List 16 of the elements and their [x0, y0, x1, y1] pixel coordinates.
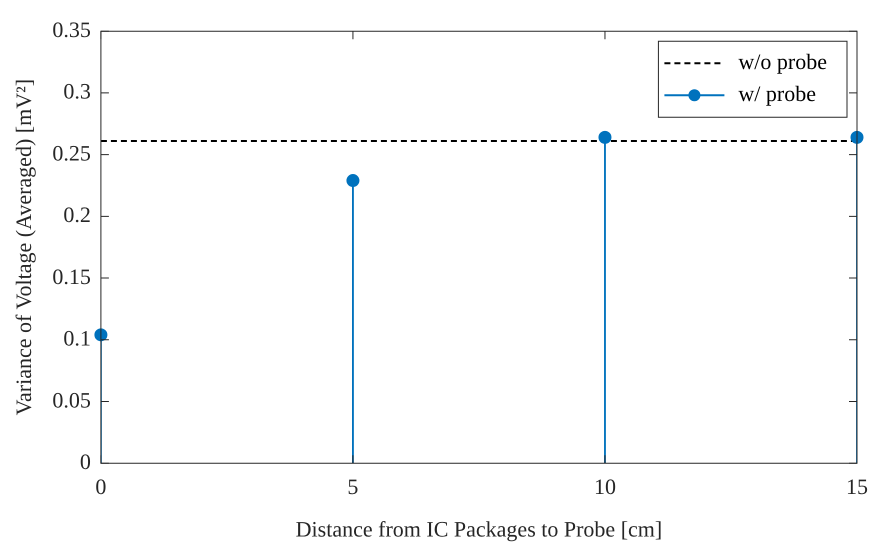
y-tick-label: 0.05 — [52, 387, 91, 412]
y-tick-label: 0.15 — [52, 264, 91, 289]
y-tick-label: 0 — [80, 448, 91, 474]
x-tick-label: 0 — [95, 474, 106, 500]
x-tick-label: 15 — [846, 474, 868, 500]
legend-label: w/ probe — [738, 80, 816, 106]
y-tick-label: 0.2 — [63, 202, 91, 228]
y-tick-label: 0.25 — [52, 140, 91, 166]
x-tick-label: 5 — [347, 474, 358, 500]
legend-label: w/o probe — [738, 48, 828, 74]
x-axis-title: Distance from IC Packages to Probe [cm] — [296, 516, 662, 542]
x-tick-label: 10 — [594, 474, 616, 500]
y-tick-label: 0.35 — [52, 16, 91, 42]
y-tick-label: 0.1 — [63, 326, 91, 351]
y-tick-label: 0.3 — [63, 78, 91, 104]
y-axis-title: Variance of Voltage (Averaged) [mV²] — [10, 78, 36, 416]
